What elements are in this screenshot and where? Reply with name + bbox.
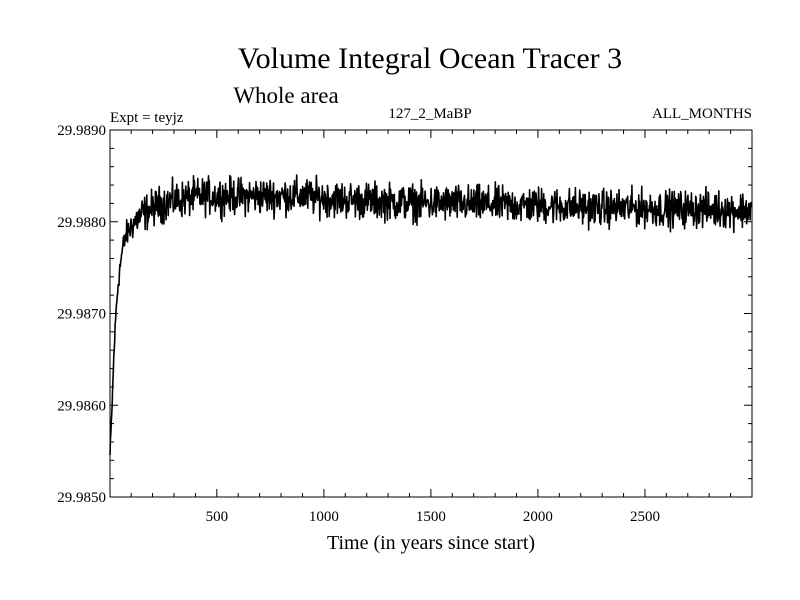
x-tick-label: 2000 — [523, 509, 553, 525]
months-label: ALL_MONTHS — [652, 106, 752, 122]
x-axis-label: Time (in years since start) — [327, 532, 535, 554]
chart-title: Volume Integral Ocean Tracer 3 — [238, 42, 622, 75]
chart-subtitle: Whole area — [233, 83, 338, 108]
axes: 500 1000 1500 2000 2500 29.9850 29.9860 29.9870… — [57, 123, 753, 525]
y-tick-label: 29.9890 — [57, 123, 106, 139]
run-label: 127_2_MaBP — [388, 106, 471, 122]
y-tick-label: 29.9880 — [57, 215, 106, 231]
x-tick-label: 1000 — [309, 509, 339, 525]
series-line — [109, 174, 753, 456]
experiment-label: Expt = teyjz — [110, 110, 184, 126]
x-tick-label: 1500 — [416, 509, 446, 525]
series-group — [109, 174, 753, 456]
x-tick-label: 500 — [206, 509, 229, 525]
y-tick-label: 29.9850 — [57, 490, 106, 506]
x-tick-label: 2500 — [630, 509, 660, 525]
y-tick-label: 29.9870 — [57, 307, 106, 323]
y-tick-label: 29.9860 — [57, 398, 106, 414]
